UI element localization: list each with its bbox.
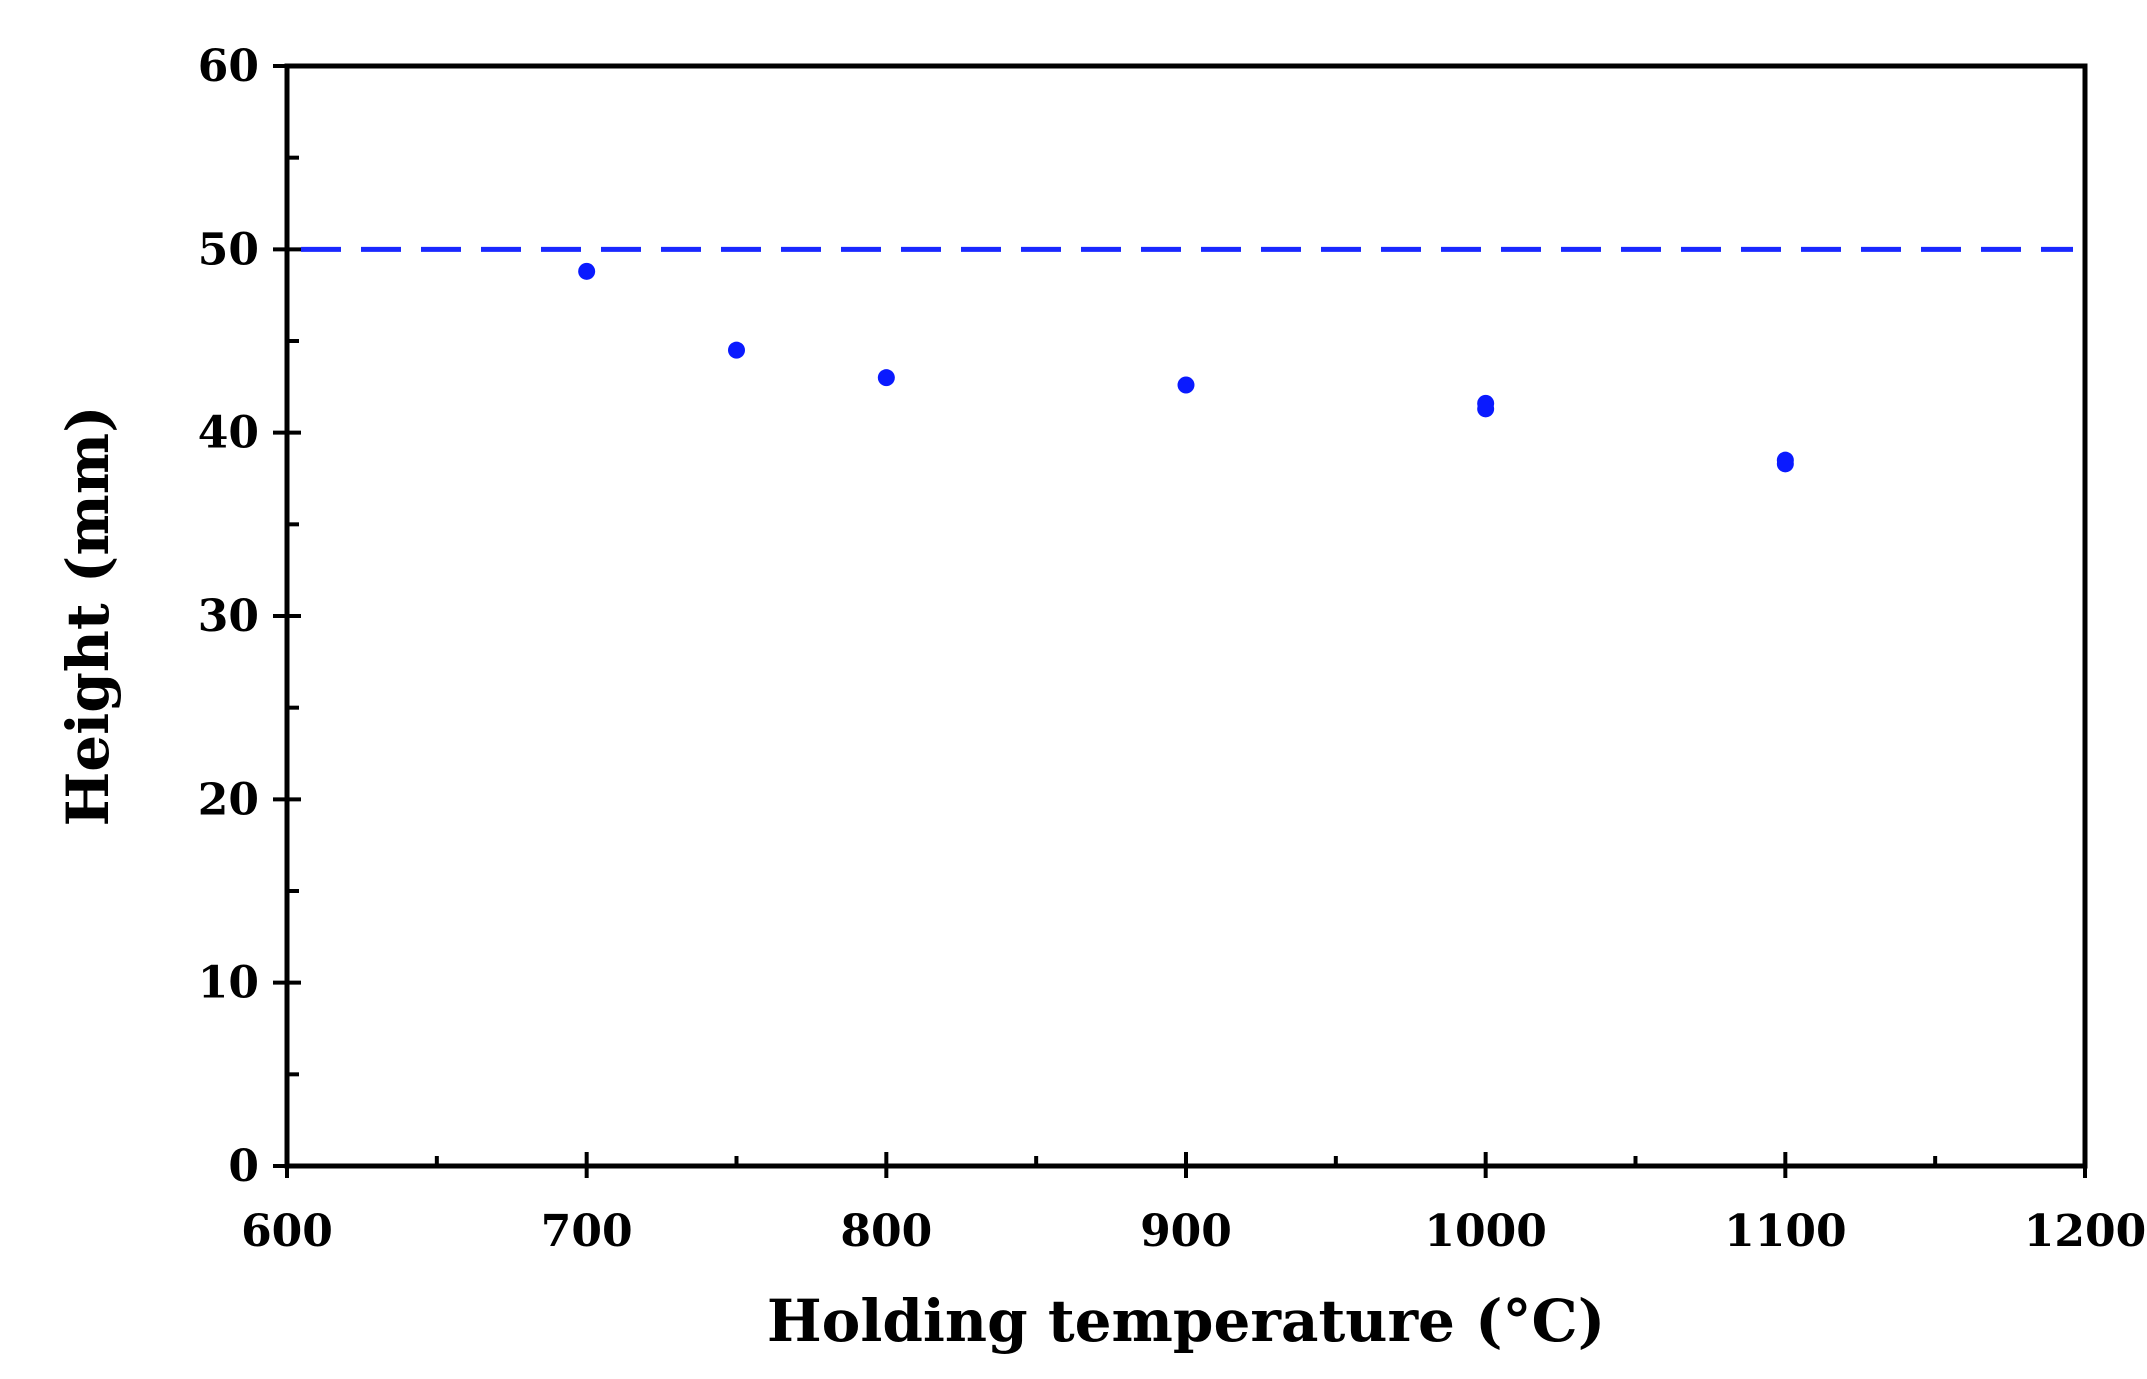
data-point-1 bbox=[728, 341, 745, 359]
y-tick-label-0: 0 bbox=[228, 1141, 259, 1192]
y-tick-label-30: 30 bbox=[198, 591, 259, 642]
data-point-0 bbox=[578, 262, 596, 280]
data-point-3 bbox=[1177, 376, 1195, 394]
data-point-7 bbox=[1776, 455, 1794, 473]
data-point-2 bbox=[877, 369, 895, 387]
y-tick-label-10: 10 bbox=[198, 958, 259, 1009]
y-tick-label-20: 20 bbox=[198, 774, 259, 825]
y-tick-label-40: 40 bbox=[198, 408, 259, 459]
plot-frame bbox=[284, 63, 2088, 1169]
data-point-5 bbox=[1477, 400, 1495, 418]
y-tick-label-60: 60 bbox=[198, 41, 259, 92]
x-tick-label-1200: 1200 bbox=[2024, 1206, 2146, 1257]
axes: 600 700 800 900 1000 1100 1200 0 10 20 30 40 50 60 bbox=[198, 41, 2146, 1257]
x-axis-title: Holding temperature (°C) bbox=[767, 1287, 1605, 1355]
y-axis-title: Height (mm) bbox=[54, 405, 122, 826]
x-tick-label-600: 600 bbox=[241, 1206, 333, 1257]
y-tick-label-50: 50 bbox=[198, 224, 259, 275]
data-points bbox=[578, 262, 1794, 473]
x-tick-label-700: 700 bbox=[541, 1206, 633, 1257]
plot-area bbox=[284, 63, 2088, 1169]
x-tick-label-1000: 1000 bbox=[1424, 1206, 1546, 1257]
x-tick-label-1100: 1100 bbox=[1724, 1206, 1846, 1257]
x-tick-label-900: 900 bbox=[1140, 1206, 1232, 1257]
x-tick-label-800: 800 bbox=[840, 1206, 932, 1257]
